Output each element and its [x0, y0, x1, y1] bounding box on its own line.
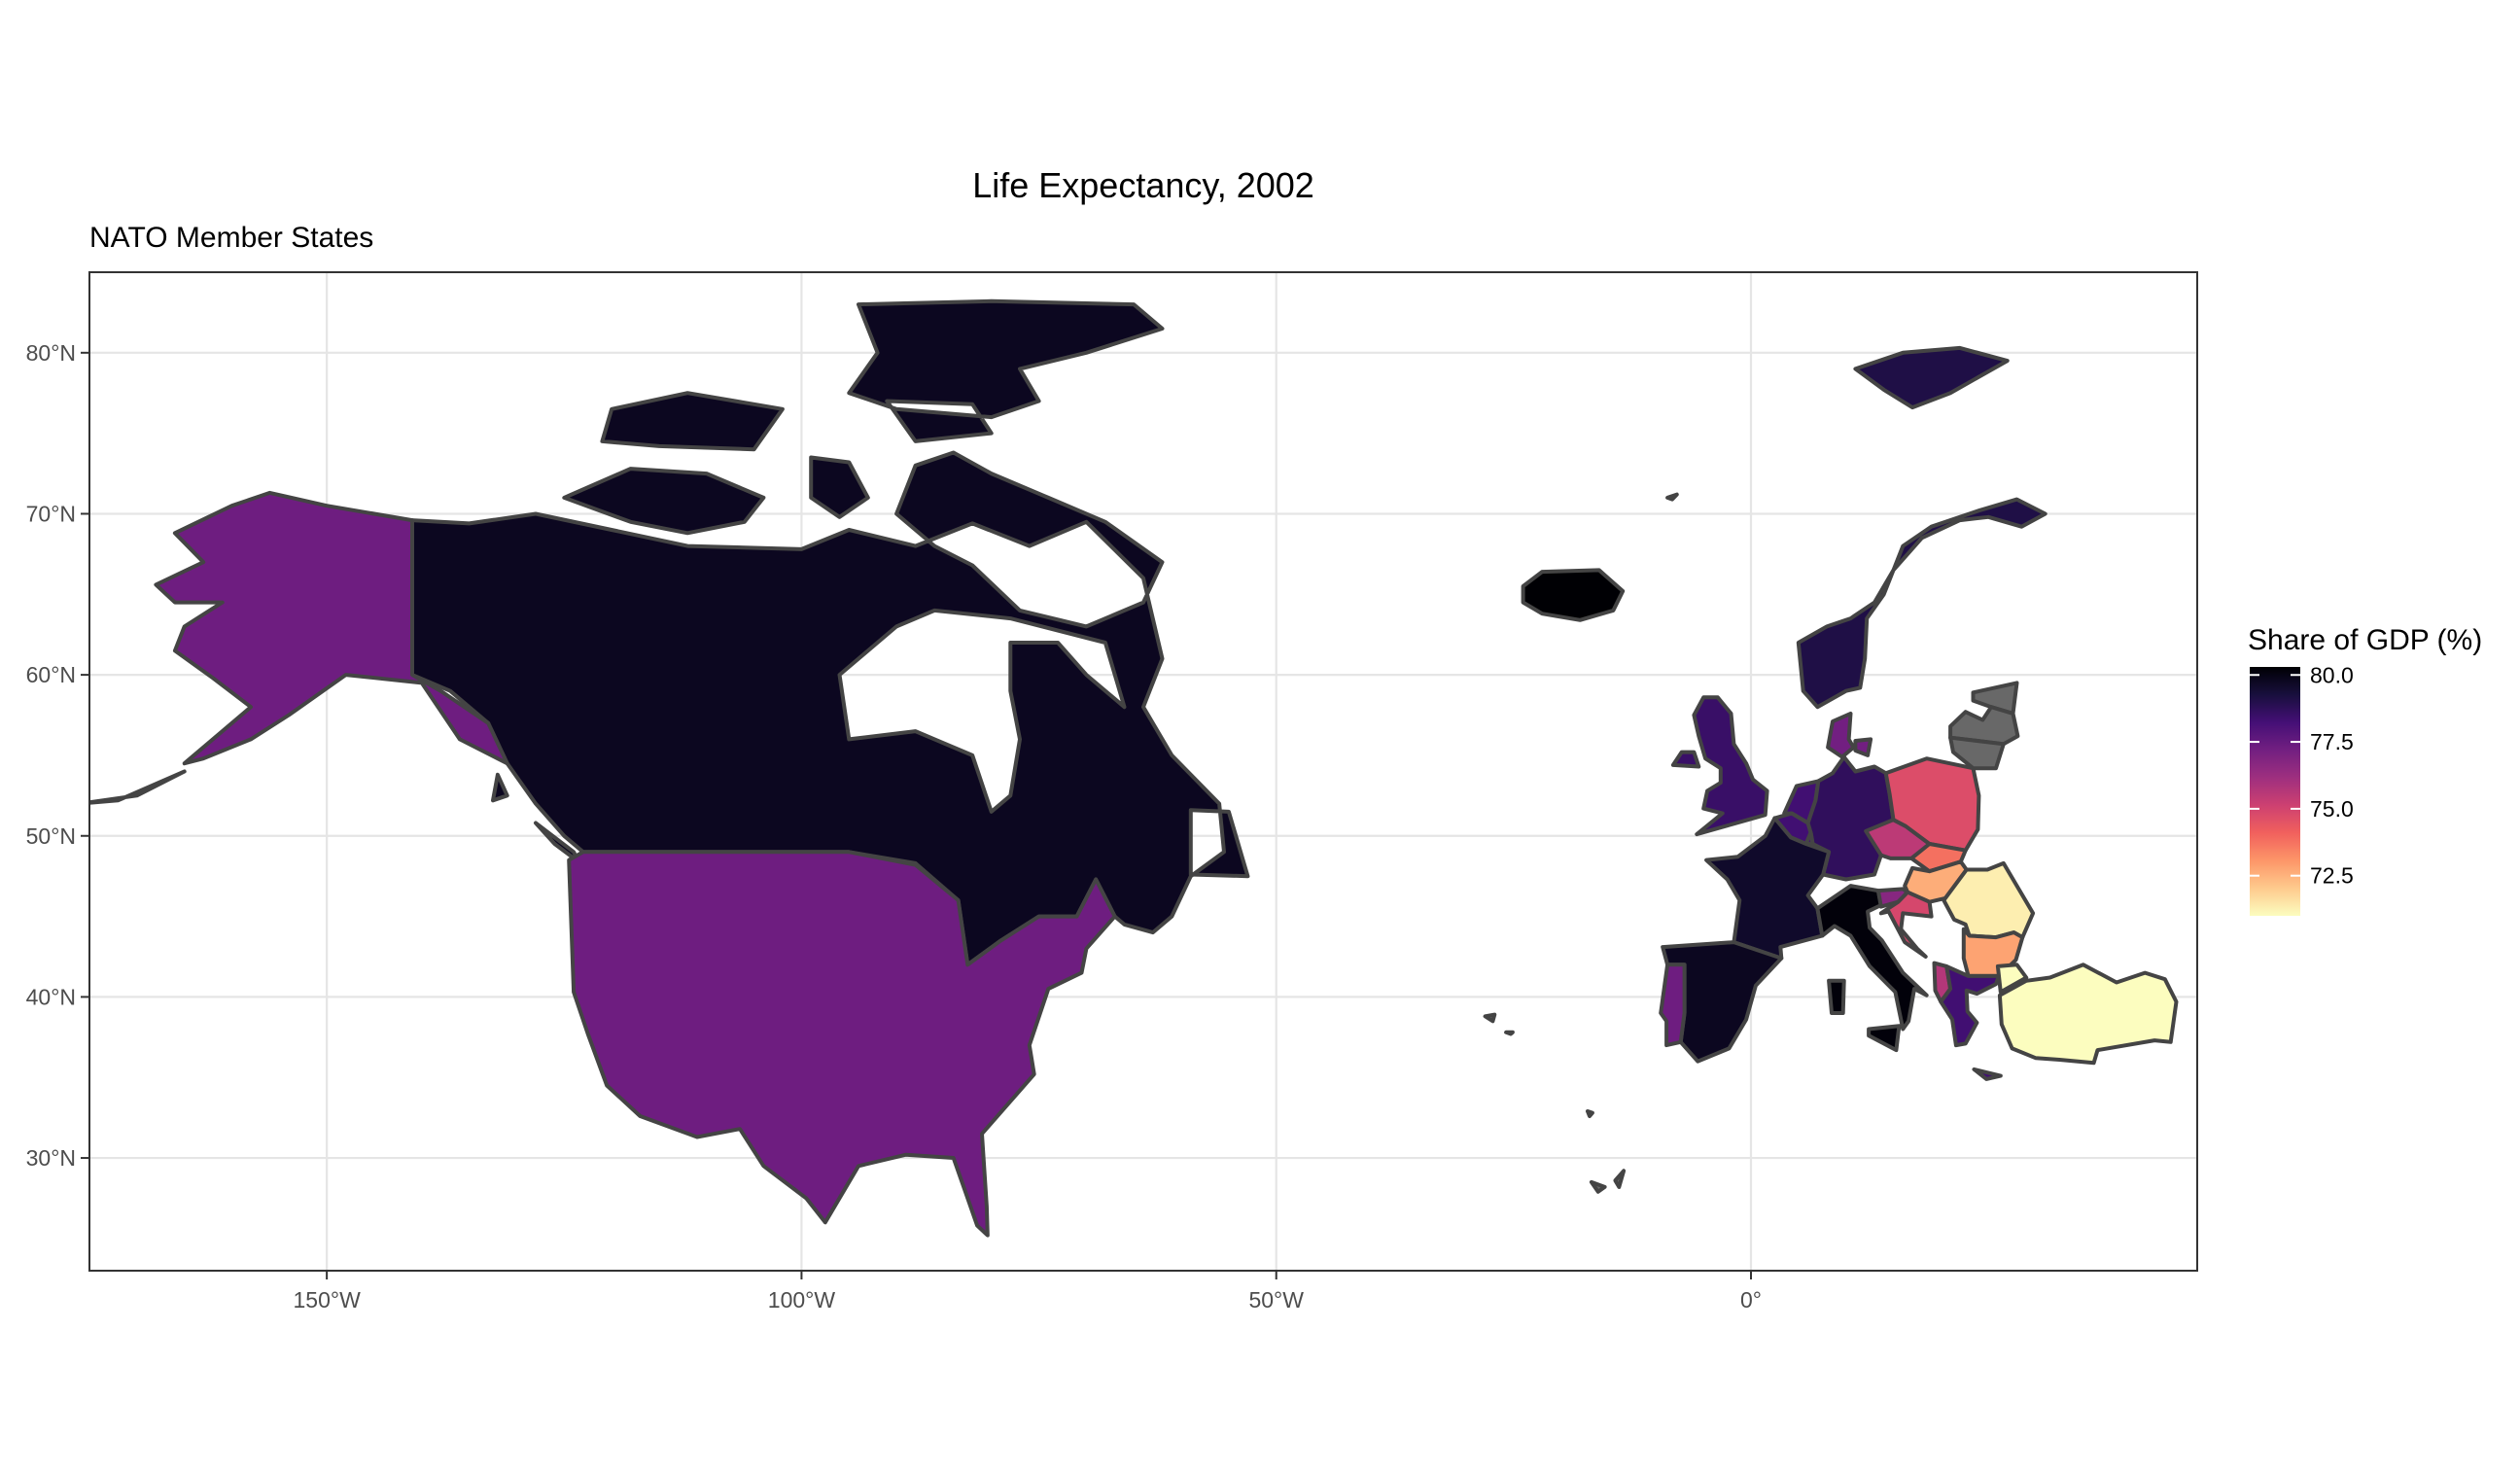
countries-layer: [89, 298, 2179, 1238]
legend: Share of GDP (%) 80.0 77.5 75.0 72.5: [2248, 624, 2482, 916]
x-tick-label: 0°: [1740, 1287, 1762, 1312]
legend-colorbar: [2250, 667, 2300, 916]
y-tick-label: 80°N: [26, 340, 76, 366]
country-croatia: [1878, 890, 1934, 959]
island-outline: [1589, 1179, 1607, 1194]
x-tick-label: 50°W: [1248, 1287, 1304, 1312]
country-portugal: [1659, 962, 1687, 1048]
y-axis: 80°N 70°N 60°N 50°N 40°N 30°N: [26, 340, 89, 1171]
y-tick-label: 40°N: [26, 984, 76, 1009]
country-united-kingdom: [1670, 695, 1769, 837]
country-france: [1704, 816, 1832, 961]
y-tick-label: 50°N: [26, 823, 76, 849]
island-outline: [1483, 1012, 1497, 1024]
country-iceland: [1521, 568, 1626, 622]
legend-break-label: 72.5: [2310, 863, 2354, 889]
x-tick-label: 100°W: [768, 1287, 836, 1312]
island-outline: [1586, 1109, 1594, 1118]
legend-title: Share of GDP (%): [2248, 624, 2482, 656]
country-norway: [1796, 345, 2048, 710]
y-tick-label: 70°N: [26, 501, 76, 526]
chart-subtitle: NATO Member States: [89, 222, 373, 254]
legend-break-label: 77.5: [2310, 729, 2354, 754]
legend-break-label: 80.0: [2310, 662, 2354, 687]
island-outline: [1665, 492, 1679, 502]
x-tick-label: 150°W: [294, 1287, 362, 1312]
country-italy: [1815, 884, 1929, 1053]
y-tick-label: 30°N: [26, 1145, 76, 1171]
legend-break-label: 75.0: [2310, 796, 2354, 822]
chart-title: Life Expectancy, 2002: [972, 165, 1314, 205]
x-axis: 150°W 100°W 50°W 0°: [294, 1271, 1762, 1312]
country-lithuania: [1948, 735, 2006, 771]
country-united-states: [89, 490, 1117, 1238]
country-turkey: [1995, 962, 2179, 1066]
island-outline: [1613, 1169, 1627, 1189]
country-greece: [1939, 963, 2003, 1081]
y-tick-label: 60°N: [26, 662, 76, 687]
island-outline: [1504, 1030, 1515, 1036]
plot-border: [88, 271, 2198, 1272]
